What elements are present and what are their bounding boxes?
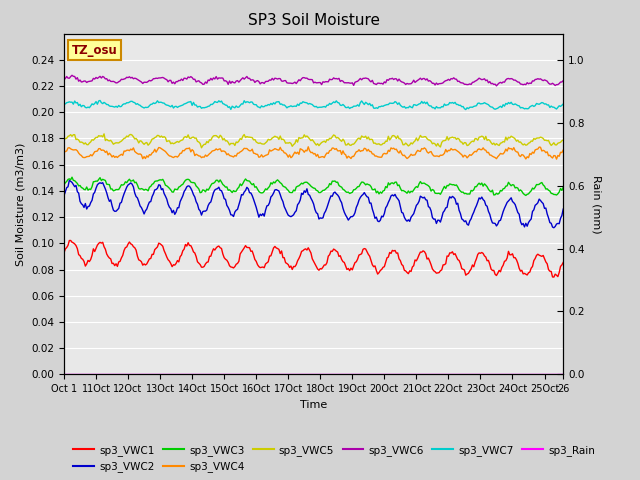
Title: SP3 Soil Moisture: SP3 Soil Moisture bbox=[248, 13, 380, 28]
Text: TZ_osu: TZ_osu bbox=[72, 44, 117, 57]
X-axis label: Time: Time bbox=[300, 400, 327, 409]
Y-axis label: Soil Moisture (m3/m3): Soil Moisture (m3/m3) bbox=[15, 142, 26, 266]
Legend: sp3_VWC1, sp3_VWC2, sp3_VWC3, sp3_VWC4, sp3_VWC5, sp3_VWC6, sp3_VWC7, sp3_Rain: sp3_VWC1, sp3_VWC2, sp3_VWC3, sp3_VWC4, … bbox=[69, 441, 599, 476]
Y-axis label: Rain (mm): Rain (mm) bbox=[591, 175, 601, 233]
